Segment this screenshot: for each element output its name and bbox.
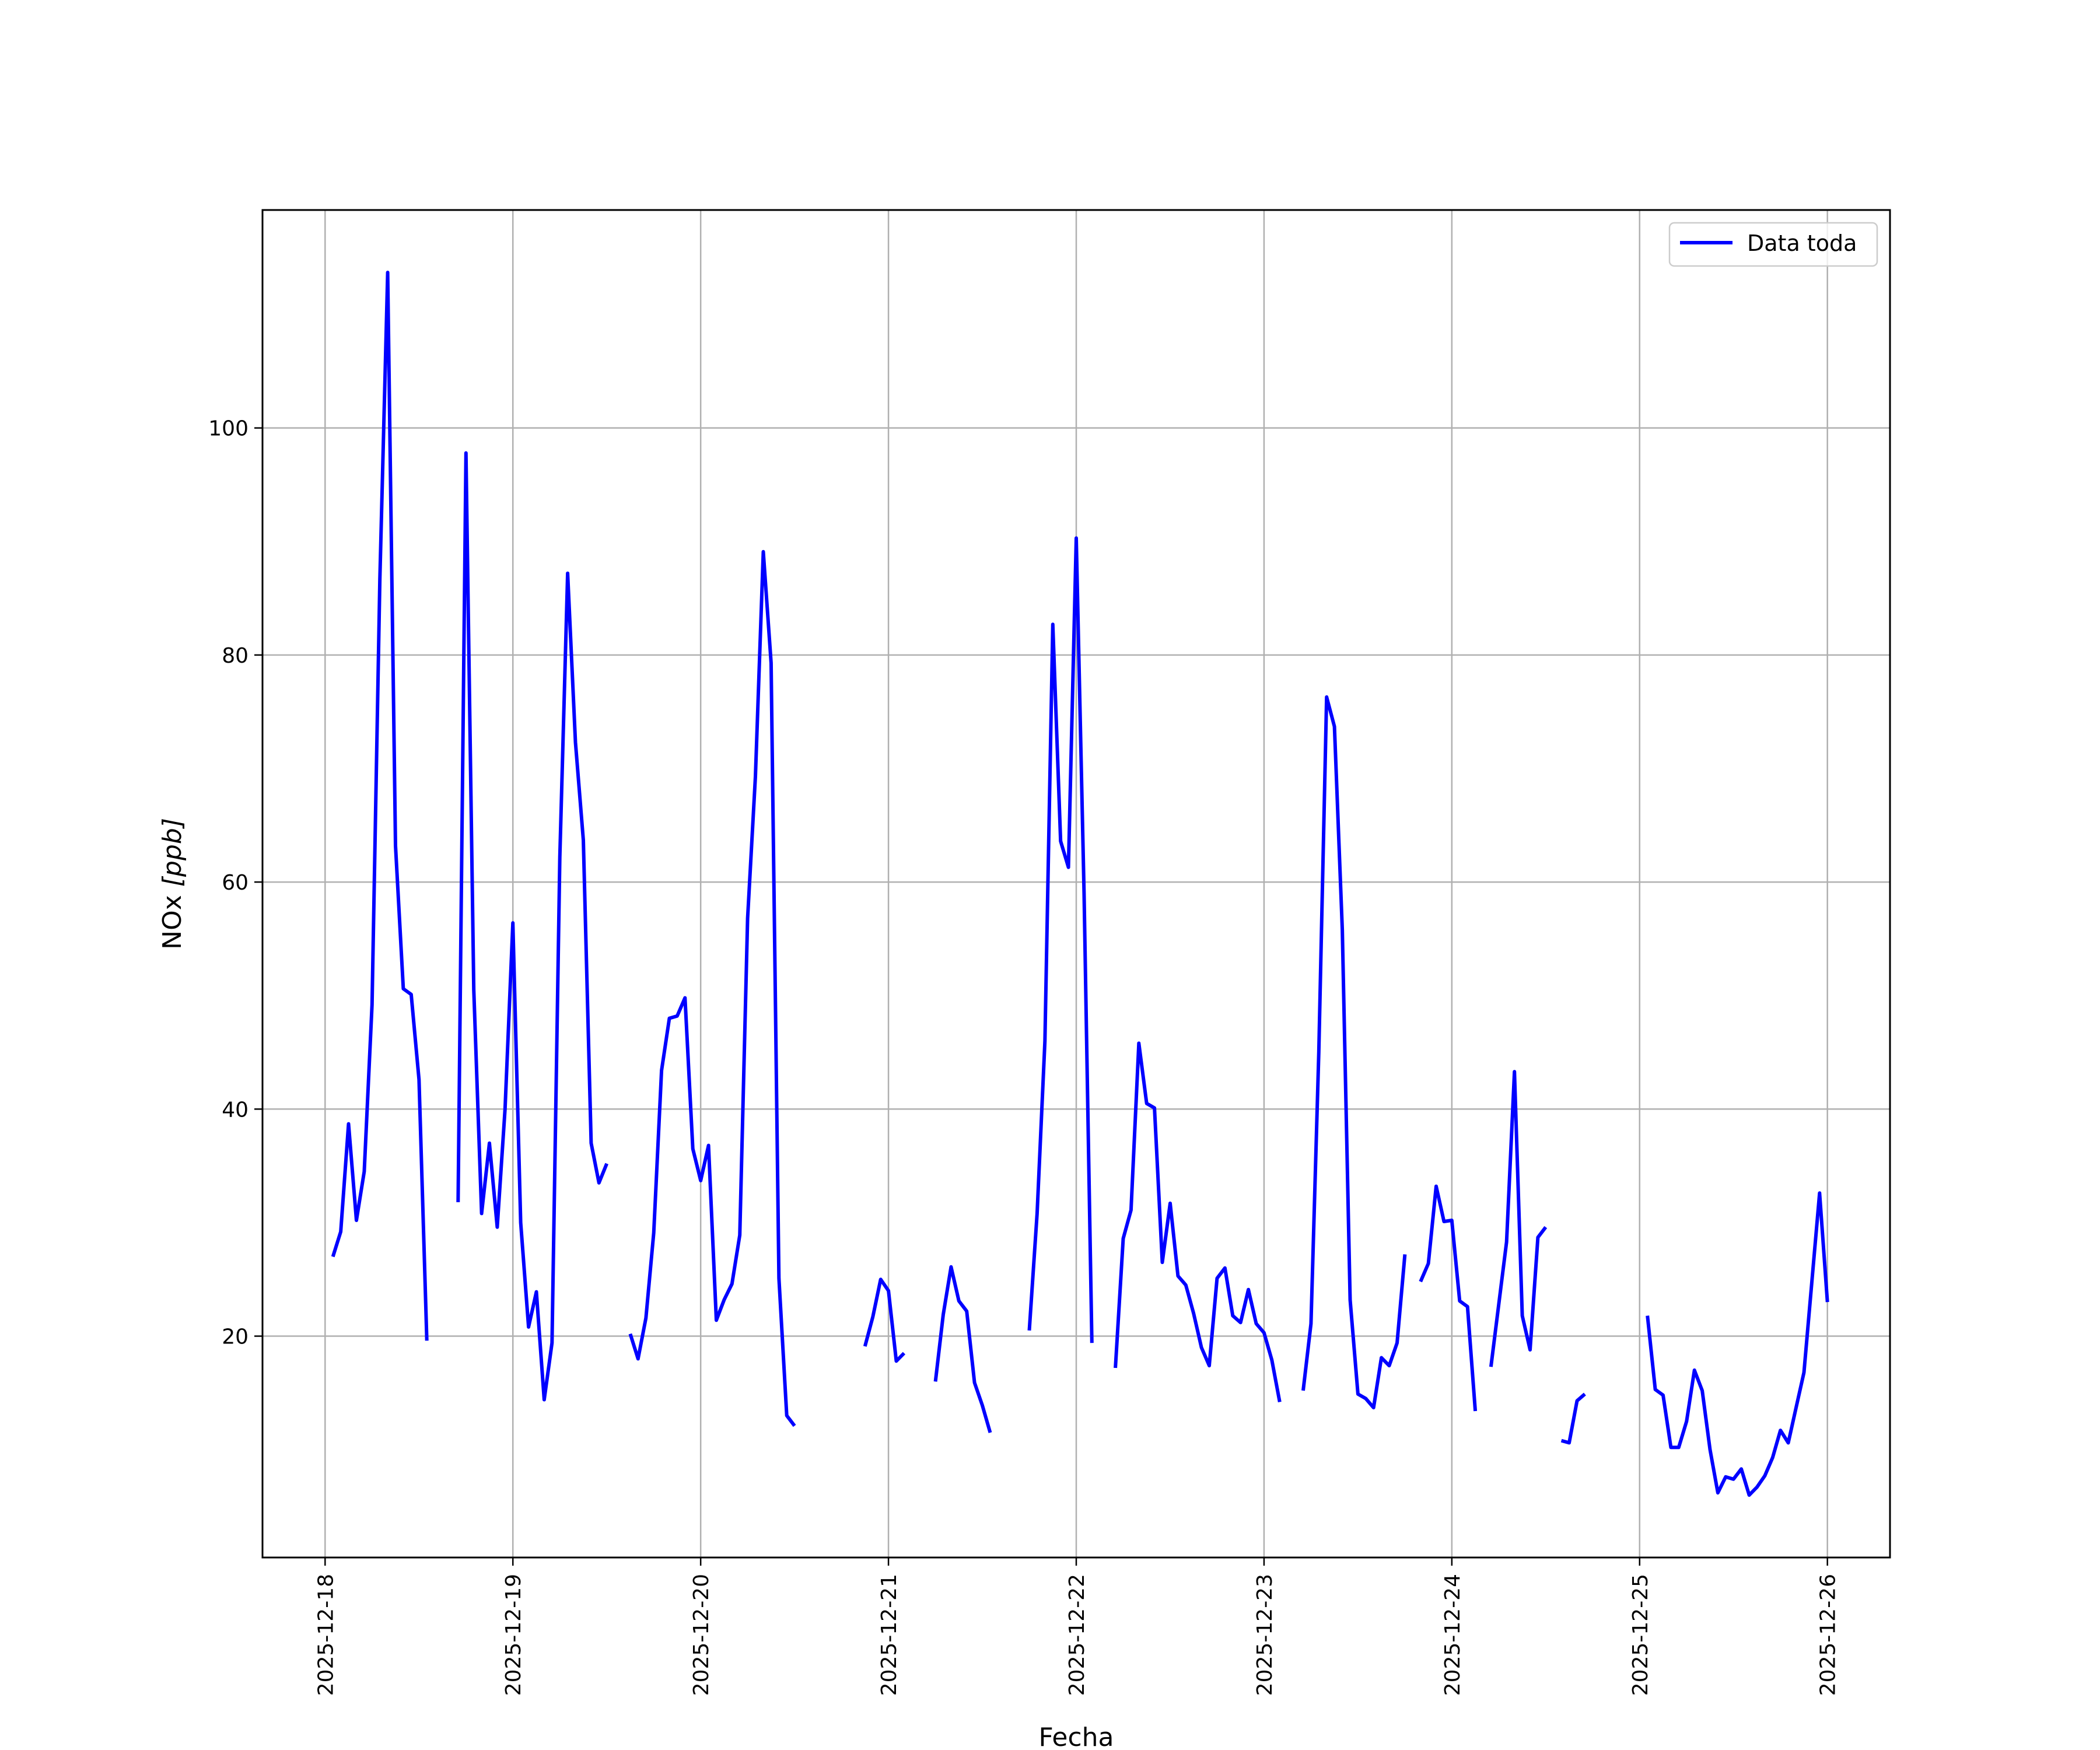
x-tick-label: 2025-12-26 [1817,1574,1840,1696]
legend: Data toda [1668,222,1878,267]
grid [262,210,1890,1558]
x-tick-label: 2025-12-19 [502,1574,526,1696]
x-tick-label: 2025-12-18 [314,1574,338,1696]
y-tick-label: 80 [222,644,249,668]
series-line-segment [331,271,429,1341]
series-line-segment [1560,1392,1586,1445]
y-axis-label-unit: [ppb] [158,818,187,887]
series-line-segment [1301,695,1407,1410]
y-axis-ticks: 20 40 60 80 100 [208,417,262,1349]
legend-box [1668,222,1878,267]
x-tick-label: 2025-12-22 [1065,1574,1089,1696]
y-tick-label: 20 [222,1325,249,1349]
x-tick-label: 2025-12-25 [1629,1574,1653,1696]
y-tick-label: 100 [208,417,249,441]
legend-label: Data toda [1747,230,1857,256]
series-line-segment [456,451,608,1402]
series-line-segment [863,1278,906,1363]
series-line-segment [1419,1184,1478,1412]
y-tick-label: 40 [222,1098,249,1122]
series-line-segment [1114,1041,1282,1402]
x-tick-label: 2025-12-23 [1253,1574,1277,1696]
y-axis-label-main: NOx [158,887,187,950]
series-line-segment [1027,536,1094,1343]
series-line-segment [1489,1070,1548,1367]
series-line-segment [628,550,796,1427]
series-line-segment [933,1265,992,1433]
x-axis-ticks: 2025-12-18 2025-12-19 2025-12-20 2025-12-21… [314,1558,1840,1696]
y-axis-label: NOx [ppb] [158,818,187,950]
y-tick-label: 60 [222,871,249,895]
x-axis-label: Fecha [1038,1723,1114,1750]
x-tick-label: 2025-12-20 [690,1574,713,1696]
series-lines [331,271,1829,1497]
x-tick-label: 2025-12-24 [1441,1574,1465,1696]
series-line-segment [1646,1191,1829,1497]
x-tick-label: 2025-12-21 [877,1574,901,1696]
